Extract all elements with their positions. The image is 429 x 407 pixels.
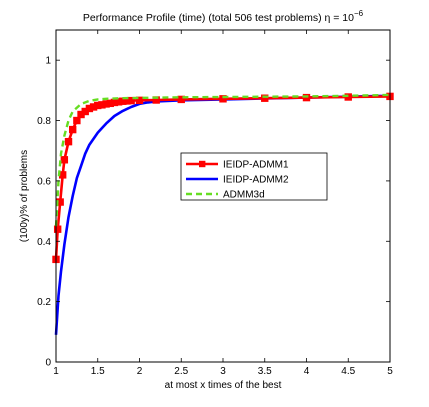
y-tick-label: 0.4: [37, 237, 51, 248]
x-tick-label: 2.5: [174, 366, 188, 377]
y-tick-label: 0.6: [37, 176, 51, 187]
data-point-marker: [64, 137, 73, 146]
y-axis-label: (100y)% of problems: [19, 150, 30, 242]
x-tick-label: 3.5: [258, 366, 272, 377]
data-point-marker: [127, 96, 135, 105]
y-tick-label: 0: [45, 358, 51, 369]
chart-title: Performance Profile (time) (total 506 te…: [83, 9, 364, 24]
legend: IEIDP-ADMM1 IEIDP-ADMM2 ADMM3d: [180, 152, 328, 201]
data-point-marker: [135, 96, 144, 105]
x-tick-label: 1.5: [91, 366, 105, 377]
chart-title-text: Performance Profile (time) (total 506 te…: [83, 12, 354, 24]
x-tick-label: 5: [387, 366, 393, 377]
data-point-marker: [219, 95, 227, 103]
x-tick-label: 4: [304, 366, 310, 377]
data-point-marker: [69, 125, 77, 134]
legend-label-admm3d: ADMM3d: [223, 190, 265, 201]
x-axis-label: at most x times of the best: [165, 380, 282, 391]
y-tick-label: 0.8: [37, 116, 51, 127]
chart-title-exponent: −6: [354, 9, 364, 18]
x-tick-label: 4.5: [341, 366, 355, 377]
x-tick-label: 3: [220, 366, 226, 377]
data-point-marker: [177, 95, 185, 104]
data-point-marker: [60, 156, 69, 164]
data-point-marker: [73, 116, 81, 125]
legend-label-ieidp-admm1: IEIDP-ADMM1: [223, 160, 289, 171]
data-point-marker: [53, 225, 62, 233]
x-tick-label: 2: [137, 366, 143, 377]
y-tick-label: 1: [45, 56, 51, 67]
x-tick-label: 1: [53, 366, 59, 377]
legend-marker: [199, 160, 206, 168]
y-tick-label: 0.2: [37, 297, 51, 308]
legend-label-ieidp-admm2: IEIDP-ADMM2: [223, 175, 289, 186]
data-point-marker: [261, 94, 269, 102]
